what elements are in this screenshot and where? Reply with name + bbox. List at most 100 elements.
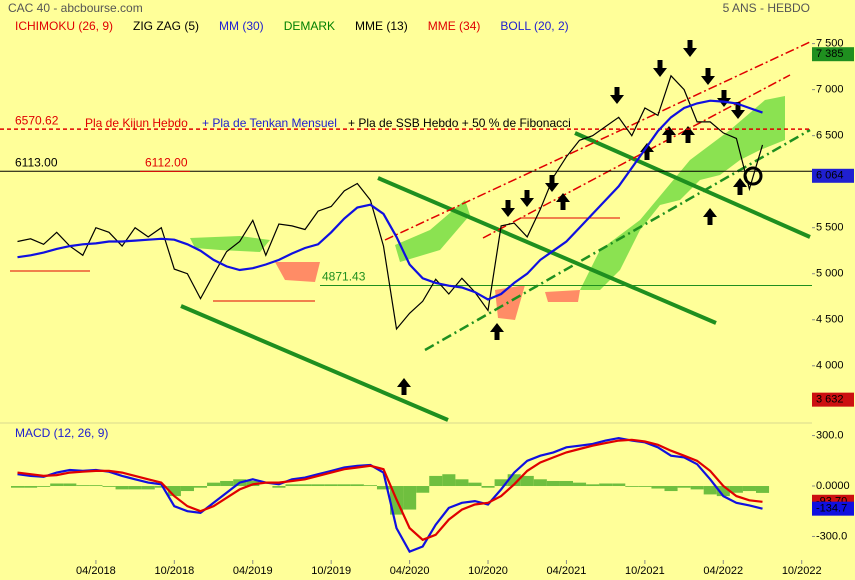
histogram-bar (533, 479, 547, 487)
arrow (490, 323, 504, 340)
histogram-bar (376, 486, 391, 490)
arrow (681, 126, 695, 143)
legend-entry: MM (30) (219, 19, 264, 33)
histogram-bar (690, 486, 704, 490)
histogram-bar (442, 474, 456, 487)
y-tick-label: 4 500 (816, 314, 844, 326)
trend-line (377, 176, 717, 325)
value-badge (812, 168, 854, 183)
trend-line (424, 128, 811, 352)
series-line (17, 99, 763, 301)
demark-arrows (397, 40, 747, 395)
arrow (610, 87, 624, 104)
arrow (653, 60, 667, 77)
legend-entry: ICHIMOKU (26, 9) (15, 19, 113, 33)
x-tick-label: 10/2019 (311, 565, 351, 577)
x-tick-label: 04/2019 (233, 565, 273, 577)
y-tick-label: 5 000 (816, 268, 844, 280)
x-tick-label: 10/2020 (468, 565, 508, 577)
histogram-bar (742, 486, 756, 492)
histogram-bar (24, 486, 38, 488)
histogram-bar (11, 486, 25, 488)
trend-line (180, 304, 449, 422)
legend-entry: ZIG ZAG (5) (133, 19, 199, 33)
annotation: Pla de Kijun Hebdo (85, 116, 188, 130)
level-label: 4871.43 (322, 270, 366, 284)
histogram-bar (416, 486, 430, 493)
histogram-bar (703, 486, 717, 495)
histogram-bar (755, 486, 770, 493)
histogram-bar (298, 484, 312, 487)
histogram-bar (677, 486, 691, 488)
histogram-bar (638, 486, 652, 487)
histogram-bar (220, 480, 234, 487)
arrow (683, 40, 697, 57)
x-tick-label: 10/2021 (625, 565, 665, 577)
histogram-bar (612, 483, 626, 487)
trend-line (574, 131, 811, 239)
value-badge-label: 3 632 (816, 394, 844, 406)
y-tick-label: 300.0 (816, 429, 844, 441)
series-line (17, 74, 764, 331)
histogram-bar (89, 485, 103, 487)
histogram-bar (167, 486, 181, 497)
histogram-bar (207, 482, 221, 487)
y-tick-label: 5 500 (816, 222, 844, 234)
y-tick-label: 7 000 (816, 84, 844, 96)
y-tick-label: 4 000 (816, 360, 844, 372)
annotation: + Pla de SSB Hebdo + 50 % de Fibonacci (348, 116, 571, 130)
value-badge (812, 392, 854, 407)
histogram-bar (193, 486, 208, 488)
histogram-bar (729, 486, 743, 493)
arrow (520, 190, 534, 207)
level-label: 6570.62 (15, 113, 59, 127)
histogram-bar (272, 486, 286, 488)
arrow (501, 200, 515, 217)
y-tick-label: 0.0000 (816, 480, 850, 492)
histogram-bar (363, 485, 377, 487)
histogram-bar (559, 480, 574, 487)
macd-title: MACD (12, 26, 9) (15, 426, 108, 440)
histogram-bar (141, 486, 155, 490)
histogram-bar (63, 483, 77, 487)
x-tick-label: 04/2022 (703, 565, 743, 577)
histogram-bar (494, 479, 508, 487)
histogram-bar (468, 482, 482, 487)
value-badge (812, 501, 854, 516)
arrow (703, 208, 717, 225)
histogram-bar (599, 483, 613, 487)
series-line (17, 438, 763, 542)
value-badge-label: 6 064 (816, 170, 844, 182)
histogram-bar (651, 486, 665, 489)
value-badge (812, 47, 854, 62)
histogram-bar (664, 486, 678, 492)
histogram-bar (76, 485, 90, 487)
header-period: 5 ANS - HEBDO (723, 1, 810, 15)
histogram-bar (481, 486, 495, 488)
histogram-bar (429, 475, 443, 487)
value-badge-label: -134.7 (816, 503, 847, 515)
histogram-bar (350, 484, 364, 487)
x-tick-label: 04/2018 (76, 565, 116, 577)
arrow (731, 102, 745, 119)
histogram-bar (546, 480, 560, 487)
legend-entry: DEMARK (284, 19, 335, 33)
highlight-circle (743, 166, 763, 186)
histogram-bar (337, 484, 351, 487)
histogram-bar (311, 484, 325, 487)
y-tick-label: 6 500 (816, 130, 844, 142)
x-tick-label: 04/2020 (390, 565, 430, 577)
arrow (701, 68, 715, 85)
y-tick-label: -300.0 (816, 530, 847, 542)
x-tick-label: 10/2022 (782, 565, 822, 577)
histogram-bar (128, 486, 142, 490)
ichimoku-cloud (190, 96, 785, 320)
histogram-bar (180, 486, 194, 492)
legend-entry: BOLL (20, 2) (500, 19, 568, 33)
header-title: CAC 40 - abcbourse.com (8, 1, 143, 15)
level-label: 6113.00 (15, 155, 58, 169)
histogram-bar (586, 484, 600, 487)
value-badge-label: 7 385 (816, 48, 844, 60)
arrow (556, 193, 570, 210)
